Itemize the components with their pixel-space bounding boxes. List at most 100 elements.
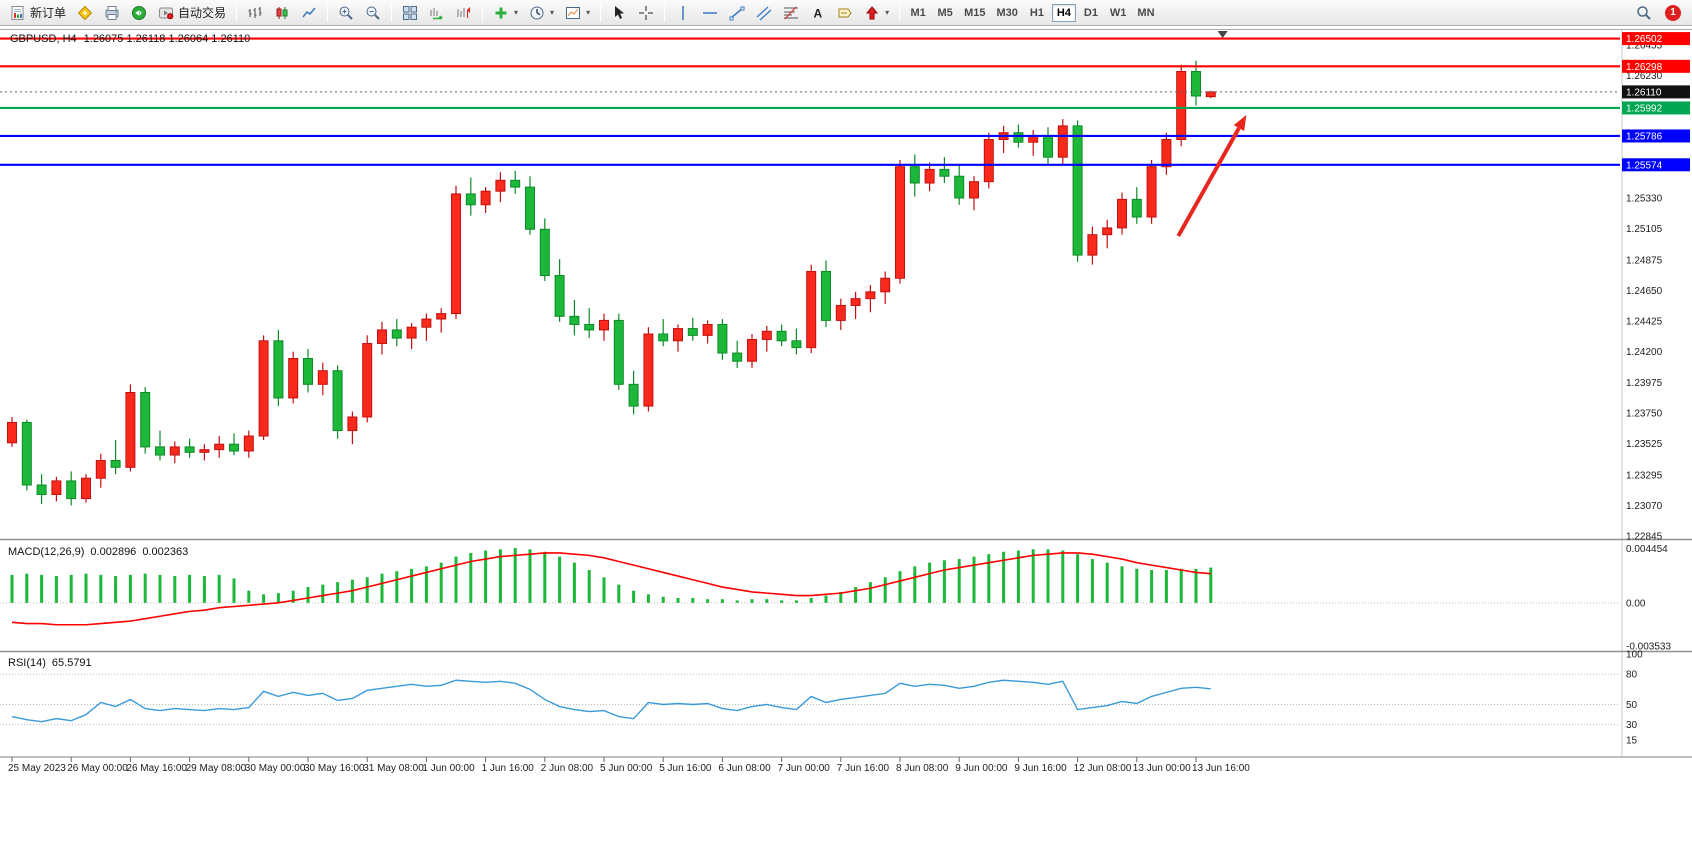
trendline-tool-button[interactable]: [724, 2, 750, 24]
resistance-level-tag: [1622, 59, 1690, 73]
rsi-axis-label: 80: [1626, 670, 1638, 681]
price-axis-label: 1.25330: [1626, 193, 1663, 204]
resistance-level-tag: [1622, 32, 1690, 46]
support-level-tag-label: 1.25786: [1626, 131, 1663, 142]
rsi-axis-label: 50: [1626, 700, 1638, 711]
toolbar-separator: [482, 3, 484, 22]
candle-bearish: [184, 446, 195, 453]
auto-scroll-button[interactable]: [424, 2, 450, 24]
line-chart-mode-button[interactable]: [296, 2, 322, 24]
support-level-tag-label: 1.25574: [1626, 160, 1663, 171]
rsi-axis-label: 100: [1626, 650, 1643, 661]
candle-bearish: [954, 175, 965, 199]
timeframe-m5[interactable]: M5: [933, 4, 957, 22]
candlestick-icon: [276, 6, 288, 19]
zoom-out-button[interactable]: [360, 2, 386, 24]
fibonacci-tool-button[interactable]: [778, 2, 804, 24]
trend-arrow-line[interactable]: [1176, 127, 1241, 238]
time-axis-label: 1 Jun 00:00: [422, 763, 475, 774]
timeframe-h4[interactable]: H4: [1051, 3, 1076, 22]
horizontal-line-tool-button[interactable]: [697, 2, 723, 24]
candle-bearish: [569, 315, 580, 325]
candle-bearish: [1043, 134, 1053, 158]
text-tool-button[interactable]: A: [805, 2, 831, 24]
candle-bullish: [258, 340, 269, 437]
candle-bullish: [243, 435, 254, 452]
price-axis-label: 1.22845: [1626, 532, 1663, 543]
fibonacci-icon: [784, 6, 799, 19]
templates-button[interactable]: ▾: [560, 2, 595, 24]
channel-icon: [756, 6, 772, 20]
toolbar-separator: [236, 3, 238, 22]
candlestick-mode-button[interactable]: [269, 2, 295, 24]
candle-bearish: [776, 330, 787, 342]
channel-tool-button[interactable]: [751, 2, 777, 24]
candle-bullish: [673, 328, 683, 342]
candle-bullish: [495, 179, 506, 192]
candle-bullish: [317, 370, 328, 385]
add-indicator-button[interactable]: ▾: [488, 2, 523, 24]
metaeditor-button[interactable]: [72, 2, 98, 24]
time-axis-label: 2 Jun 08:00: [541, 763, 594, 774]
label-tool-button[interactable]: [832, 2, 858, 24]
macd-axis-label: -0.003533: [1626, 641, 1671, 652]
resistance-level-tag-label: 1.26298: [1626, 62, 1663, 73]
gbpusd-h4-chart[interactable]: 1.264551.262301.260051.257801.255551.253…: [0, 26, 1692, 841]
price-axis-label: 1.23750: [1626, 408, 1663, 419]
search-button[interactable]: [1631, 2, 1657, 24]
timeframe-d1[interactable]: D1: [1079, 4, 1103, 22]
chart-shift-button[interactable]: [451, 2, 477, 24]
bar-chart-mode-button[interactable]: [242, 2, 268, 24]
candle-bearish: [1191, 70, 1201, 97]
zoom-in-icon: [339, 6, 353, 20]
toolbar-separator: [391, 3, 393, 22]
candle-bullish: [643, 333, 654, 407]
time-axis-label: 7 Jun 00:00: [778, 763, 831, 774]
candle-bearish: [554, 275, 565, 317]
tile-windows-button[interactable]: [397, 2, 423, 24]
candle-bullish: [880, 277, 891, 293]
candle-bearish: [303, 357, 313, 385]
candle-bullish: [983, 138, 994, 183]
timeframe-w1[interactable]: W1: [1106, 4, 1131, 22]
price-axis-label: 1.24425: [1626, 317, 1663, 328]
timeframe-m15[interactable]: M15: [960, 4, 989, 22]
candle-bearish: [717, 323, 728, 354]
time-axis-label: 5 Jun 16:00: [659, 763, 712, 774]
arrows-tool-button[interactable]: ▾: [859, 2, 894, 24]
new-order-button[interactable]: 新订单: [5, 2, 71, 24]
candle-bearish: [110, 460, 121, 468]
candle-bullish: [436, 313, 447, 320]
candle-bullish: [895, 166, 905, 279]
print-button[interactable]: [99, 2, 125, 24]
time-axis-label: 13 Jun 00:00: [1133, 763, 1191, 774]
chart-shift-marker[interactable]: [1217, 31, 1228, 38]
vertical-line-tool-button[interactable]: [670, 2, 696, 24]
toolbar-separator: [899, 3, 901, 22]
timeframe-h1[interactable]: H1: [1025, 4, 1049, 22]
cursor-tool-button[interactable]: [606, 2, 632, 24]
candle-bullish: [51, 480, 62, 496]
trend-arrow-head[interactable]: [1233, 115, 1247, 132]
candle-bullish: [835, 304, 846, 321]
zoom-in-button[interactable]: [333, 2, 359, 24]
candle-bullish: [451, 193, 461, 315]
alerts-button[interactable]: [126, 2, 152, 24]
crosshair-tool-button[interactable]: [633, 2, 659, 24]
candle-bullish: [1146, 166, 1157, 218]
candle-bullish: [214, 443, 225, 451]
time-axis-label: 12 Jun 08:00: [1074, 763, 1132, 774]
candle-bullish: [81, 477, 91, 500]
candle-bearish: [140, 391, 151, 448]
timeframe-mn[interactable]: MN: [1133, 4, 1158, 22]
timeframe-m1[interactable]: M1: [906, 4, 930, 22]
periods-button[interactable]: ▾: [524, 2, 559, 24]
notification-badge[interactable]: 1: [1665, 4, 1681, 21]
timeframe-m30[interactable]: M30: [993, 4, 1022, 22]
time-axis-label: 6 Jun 08:00: [718, 763, 771, 774]
time-axis-label: 9 Jun 00:00: [955, 763, 1008, 774]
megaphone-icon: [132, 5, 147, 20]
time-axis-label: 5 Jun 00:00: [600, 763, 653, 774]
autotrading-button[interactable]: 自动交易: [153, 2, 231, 24]
candle-bullish: [865, 291, 876, 300]
